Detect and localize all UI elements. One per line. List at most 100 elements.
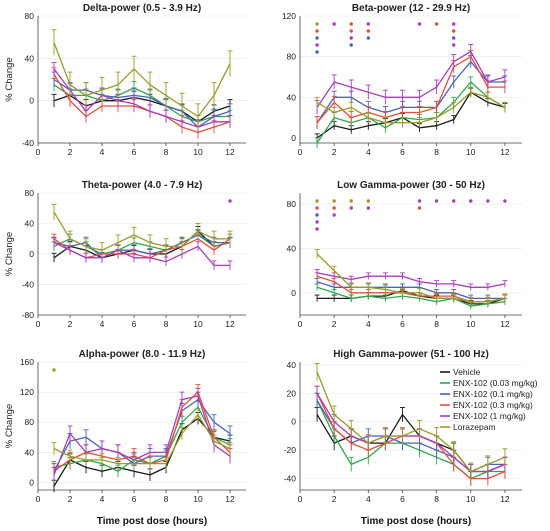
y-tick-label: 40 bbox=[287, 243, 297, 253]
series-line bbox=[316, 253, 506, 303]
x-axis-label: Time post dose (hours) bbox=[361, 516, 471, 527]
x-tick-label: 2 bbox=[68, 319, 73, 329]
series-line bbox=[316, 281, 505, 300]
chart-panel-5: Alpha-power (8.0 - 11.9 Hz) 0 40 80 120 160 0 2… bbox=[4, 349, 246, 504]
significance-marker bbox=[349, 43, 353, 47]
significance-marker bbox=[503, 199, 507, 203]
y-tick-label: 80 bbox=[287, 52, 297, 62]
y-axis-label: % Change bbox=[4, 57, 15, 101]
x-tick-label: 2 bbox=[68, 494, 73, 504]
x-tick-label: 12 bbox=[500, 147, 510, 157]
y-tick-label: 0 bbox=[29, 477, 34, 487]
x-tick-label: 10 bbox=[466, 319, 476, 329]
y-axis-label: % Change bbox=[4, 232, 15, 276]
series-line bbox=[53, 406, 231, 472]
y-tick-label: -80 bbox=[22, 310, 35, 320]
y-tick-label: 40 bbox=[287, 92, 297, 102]
significance-marker bbox=[417, 206, 422, 210]
x-tick-label: 8 bbox=[434, 494, 439, 504]
significance-marker bbox=[315, 206, 319, 210]
y-tick-label: -40 bbox=[22, 280, 35, 290]
series-line bbox=[53, 68, 230, 128]
significance-marker bbox=[315, 220, 319, 224]
significance-marker bbox=[332, 22, 336, 26]
significance-marker bbox=[315, 50, 319, 54]
significance-marker bbox=[315, 213, 319, 217]
chart-panel-6: High Gamma-power (51 - 100 Hz) -40 -20 0 20 4… bbox=[284, 349, 522, 504]
significance-marker bbox=[315, 227, 319, 231]
series-lorazepam bbox=[51, 408, 233, 470]
y-tick-label: 0 bbox=[29, 249, 34, 259]
y-tick-label: 120 bbox=[282, 11, 296, 21]
chart-title: High Gamma-power (51 - 100 Hz) bbox=[333, 349, 489, 360]
x-tick-label: 4 bbox=[100, 147, 105, 157]
chart-panel-4: Low Gamma-power (30 - 50 Hz) 0 40 80 0 2 4 6 8 10… bbox=[287, 180, 522, 329]
x-tick-label: 6 bbox=[400, 147, 405, 157]
x-tick-label: 4 bbox=[100, 319, 105, 329]
significance-marker bbox=[315, 36, 319, 40]
legend-entry: ENX-102 (0.03 mg/kg) bbox=[453, 378, 538, 388]
x-tick-label: 2 bbox=[332, 494, 337, 504]
x-tick-label: 0 bbox=[36, 494, 41, 504]
series-line bbox=[53, 417, 231, 487]
significance-marker bbox=[366, 36, 371, 40]
x-tick-label: 4 bbox=[100, 494, 105, 504]
x-tick-label: 2 bbox=[332, 319, 337, 329]
y-axis-label: % Change bbox=[4, 404, 15, 448]
y-tick-label: 80 bbox=[25, 188, 35, 198]
y-tick-label: 40 bbox=[25, 53, 35, 63]
chart-title: Theta-power (4.0 - 7.9 Hz) bbox=[82, 180, 203, 191]
significance-marker bbox=[315, 29, 319, 33]
significance-marker bbox=[451, 199, 456, 203]
legend-entry: ENX-102 (1 mg/kg) bbox=[453, 411, 526, 421]
significance-marker bbox=[228, 199, 232, 203]
significance-marker bbox=[451, 43, 456, 47]
x-tick-label: 6 bbox=[132, 494, 137, 504]
y-tick-label: 20 bbox=[287, 388, 297, 398]
significance-marker bbox=[349, 29, 353, 33]
x-axis-label: Time post dose (hours) bbox=[97, 516, 207, 527]
series-line bbox=[53, 242, 230, 267]
series-line bbox=[316, 61, 505, 124]
series-enx-102-0-3-mg-kg- bbox=[314, 50, 508, 129]
x-tick-label: 10 bbox=[193, 494, 203, 504]
series-enx-102-0-03-mg-kg- bbox=[51, 77, 233, 129]
series-line bbox=[316, 371, 506, 473]
significance-marker bbox=[486, 199, 490, 203]
x-tick-label: 8 bbox=[434, 147, 439, 157]
x-tick-label: 8 bbox=[164, 494, 169, 504]
significance-marker bbox=[332, 206, 336, 210]
y-tick-label: -40 bbox=[284, 474, 297, 484]
y-tick-label: 0 bbox=[291, 417, 296, 427]
series-enx-102-0-3-mg-kg- bbox=[51, 67, 233, 139]
significance-marker bbox=[366, 206, 371, 210]
y-tick-label: 40 bbox=[287, 360, 297, 370]
significance-marker bbox=[349, 206, 353, 210]
significance-marker bbox=[349, 199, 353, 203]
y-tick-label: 0 bbox=[29, 96, 34, 106]
significance-marker bbox=[417, 22, 422, 26]
chart-title: Alpha-power (8.0 - 11.9 Hz) bbox=[79, 349, 206, 360]
series-line bbox=[316, 91, 506, 139]
series-lorazepam bbox=[314, 249, 508, 307]
significance-marker bbox=[366, 22, 371, 26]
series-line bbox=[53, 234, 230, 259]
significance-marker bbox=[434, 22, 439, 26]
significance-marker bbox=[52, 368, 56, 372]
series-line bbox=[316, 286, 505, 307]
y-tick-label: -20 bbox=[284, 445, 297, 455]
x-tick-label: 4 bbox=[366, 147, 371, 157]
series-line bbox=[53, 94, 231, 123]
series-line bbox=[316, 392, 506, 473]
series-line bbox=[316, 50, 506, 108]
series-line bbox=[316, 400, 505, 480]
legend-entry: Lorazepam bbox=[453, 422, 496, 432]
x-tick-label: 4 bbox=[366, 494, 371, 504]
significance-marker bbox=[451, 22, 456, 26]
x-tick-label: 0 bbox=[298, 319, 303, 329]
chart-title: Low Gamma-power (30 - 50 Hz) bbox=[337, 180, 485, 191]
x-tick-label: 6 bbox=[400, 494, 405, 504]
series-line bbox=[53, 42, 231, 118]
x-tick-label: 12 bbox=[500, 319, 510, 329]
